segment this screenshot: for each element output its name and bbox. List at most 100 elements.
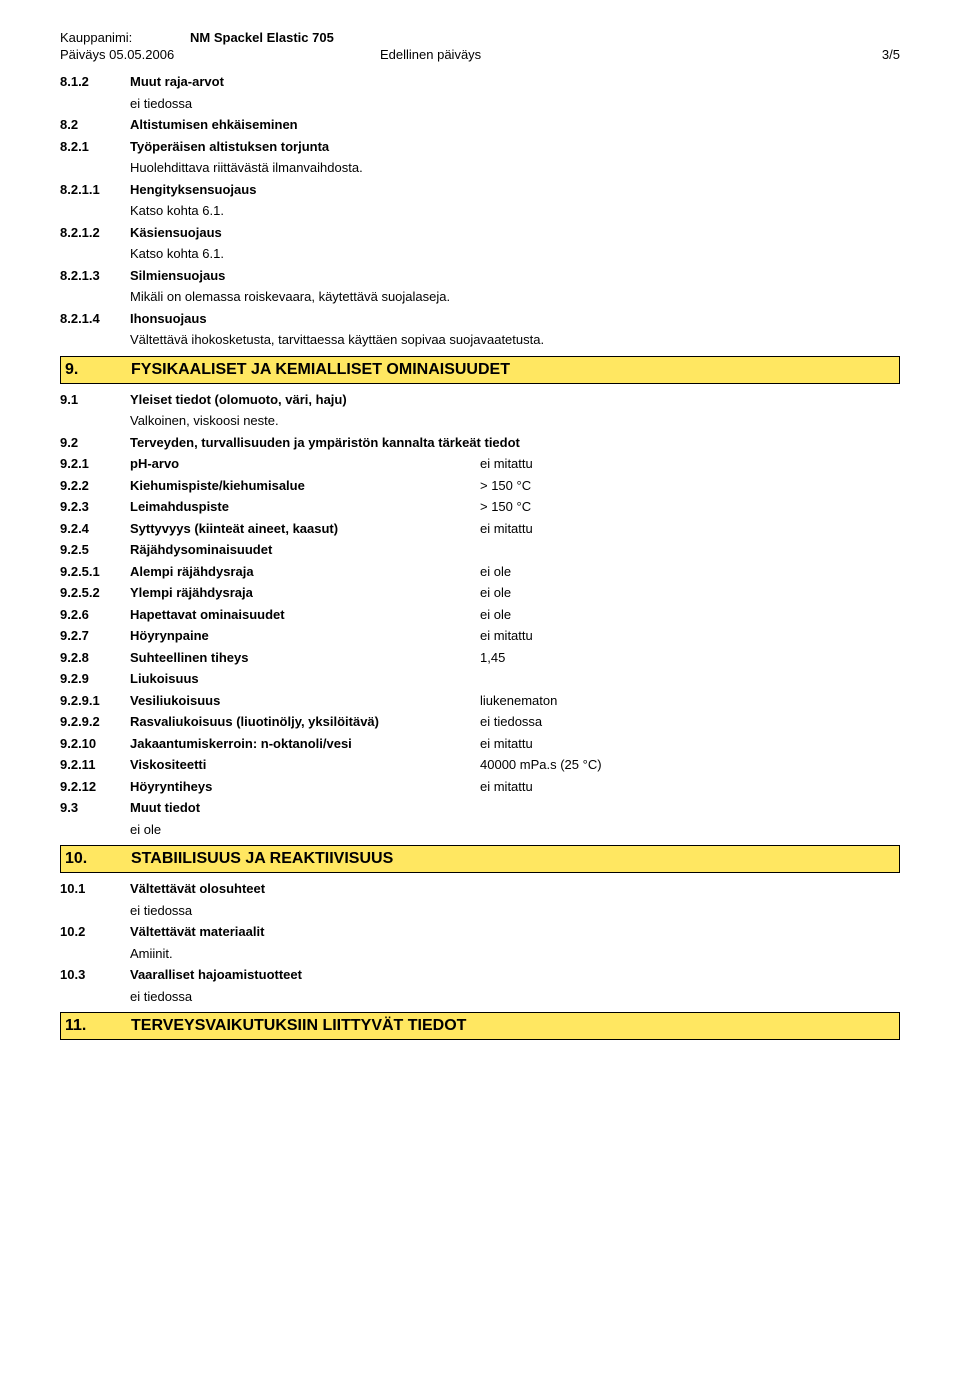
row-label: pH-arvo xyxy=(130,454,480,474)
row-label: Yleiset tiedot (olomuoto, väri, haju) xyxy=(130,390,900,410)
row-number: 9.3 xyxy=(60,798,130,818)
row-value: liukenematon xyxy=(480,691,900,711)
row-number: 9.2.12 xyxy=(60,777,130,797)
row-label: Vesiliukoisuus xyxy=(130,691,480,711)
row-number: 9.1 xyxy=(60,390,130,410)
header-prev-date: Edellinen päiväys xyxy=(380,47,860,62)
row-number: 8.2.1.1 xyxy=(60,180,130,200)
content-row: 10.2Vältettävät materiaalit xyxy=(60,922,900,942)
section-10-num: 10. xyxy=(65,850,131,868)
content-row: Huolehdittava riittävästä ilmanvaihdosta… xyxy=(60,158,900,178)
content-row: 9.2.9.2Rasvaliukoisuus (liuotinöljy, yks… xyxy=(60,712,900,732)
row-number: 8.2 xyxy=(60,115,130,135)
content-row: 9.2.11Viskositeetti40000 mPa.s (25 °C) xyxy=(60,755,900,775)
row-number: 9.2.7 xyxy=(60,626,130,646)
row-label: Ylempi räjähdysraja xyxy=(130,583,480,603)
section-9-title: FYSIKAALISET JA KEMIALLISET OMINAISUUDET xyxy=(131,361,510,379)
row-value: > 150 °C xyxy=(480,476,900,496)
row-text: Vältettävä ihokosketusta, tarvittaessa k… xyxy=(60,330,544,350)
page-container: Kauppanimi: NM Spackel Elastic 705 Päivä… xyxy=(0,0,960,1076)
section-11-title: TERVEYSVAIKUTUKSIIN LIITTYVÄT TIEDOT xyxy=(131,1017,466,1035)
row-value: ei mitattu xyxy=(480,626,900,646)
row-valuecol: pH-arvoei mitattu xyxy=(130,454,900,474)
row-label: Hengityksensuojaus xyxy=(130,180,900,200)
row-number: 9.2.9 xyxy=(60,669,130,689)
content-row: Valkoinen, viskoosi neste. xyxy=(60,411,900,431)
row-number: 8.2.1.4 xyxy=(60,309,130,329)
header-tradename-label: Kauppanimi: xyxy=(60,30,190,45)
row-value: ei ole xyxy=(480,583,900,603)
row-label: Muut tiedot xyxy=(130,798,900,818)
content-row: ei tiedossa xyxy=(60,94,900,114)
row-valuecol: Jakaantumiskerroin: n-oktanoli/vesiei mi… xyxy=(130,734,900,754)
content-row: 9.2.5Räjähdysominaisuudet xyxy=(60,540,900,560)
row-label: Työperäisen altistuksen torjunta xyxy=(130,137,900,157)
content-row: Vältettävä ihokosketusta, tarvittaessa k… xyxy=(60,330,900,350)
header-tradename-row: Kauppanimi: NM Spackel Elastic 705 xyxy=(60,30,900,45)
row-number: 9.2.1 xyxy=(60,454,130,474)
section-9-num: 9. xyxy=(65,361,131,379)
row-label: Muut raja-arvot xyxy=(130,72,900,92)
content-row: Mikäli on olemassa roiskevaara, käytettä… xyxy=(60,287,900,307)
section8-body: 8.1.2Muut raja-arvotei tiedossa8.2Altist… xyxy=(60,72,900,350)
content-row: 9.2.4Syttyvyys (kiinteät aineet, kaasut)… xyxy=(60,519,900,539)
content-row: 8.2.1.3Silmiensuojaus xyxy=(60,266,900,286)
row-valuecol: Leimahduspiste> 150 °C xyxy=(130,497,900,517)
content-row: Katso kohta 6.1. xyxy=(60,244,900,264)
row-label: Terveyden, turvallisuuden ja ympäristön … xyxy=(130,433,900,453)
row-number: 8.2.1 xyxy=(60,137,130,157)
row-label: Vältettävät olosuhteet xyxy=(130,879,900,899)
section-11-num: 11. xyxy=(65,1017,131,1035)
row-label: Silmiensuojaus xyxy=(130,266,900,286)
content-row: ei ole xyxy=(60,820,900,840)
row-label: Vaaralliset hajoamistuotteet xyxy=(130,965,900,985)
section10-body: 10.1Vältettävät olosuhteetei tiedossa10.… xyxy=(60,879,900,1006)
row-number: 9.2.9.1 xyxy=(60,691,130,711)
row-valuecol: Ylempi räjähdysrajaei ole xyxy=(130,583,900,603)
content-row: 8.2Altistumisen ehkäiseminen xyxy=(60,115,900,135)
row-label: Ihonsuojaus xyxy=(130,309,900,329)
row-number: 9.2 xyxy=(60,433,130,453)
row-number: 8.1.2 xyxy=(60,72,130,92)
row-valuecol: Viskositeetti40000 mPa.s (25 °C) xyxy=(130,755,900,775)
content-row: 9.1Yleiset tiedot (olomuoto, väri, haju) xyxy=(60,390,900,410)
content-row: ei tiedossa xyxy=(60,901,900,921)
section-11-bar: 11. TERVEYSVAIKUTUKSIIN LIITTYVÄT TIEDOT xyxy=(60,1012,900,1040)
content-row: 8.2.1.2Käsiensuojaus xyxy=(60,223,900,243)
row-valuecol: Vesiliukoisuusliukenematon xyxy=(130,691,900,711)
row-valuecol: Kiehumispiste/kiehumisalue> 150 °C xyxy=(130,476,900,496)
row-text: Huolehdittava riittävästä ilmanvaihdosta… xyxy=(60,158,363,178)
content-row: 9.2.9.1Vesiliukoisuusliukenematon xyxy=(60,691,900,711)
section9-body: 9.1Yleiset tiedot (olomuoto, väri, haju)… xyxy=(60,390,900,840)
row-text: ei tiedossa xyxy=(60,901,192,921)
row-text: ei ole xyxy=(60,820,161,840)
row-valuecol: Alempi räjähdysrajaei ole xyxy=(130,562,900,582)
row-number: 9.2.5.2 xyxy=(60,583,130,603)
row-value: ei mitattu xyxy=(480,777,900,797)
row-label: Höyrynpaine xyxy=(130,626,480,646)
row-number: 10.1 xyxy=(60,879,130,899)
row-valuecol: Hapettavat ominaisuudetei ole xyxy=(130,605,900,625)
content-row: 8.1.2Muut raja-arvot xyxy=(60,72,900,92)
row-text: Mikäli on olemassa roiskevaara, käytettä… xyxy=(60,287,450,307)
content-row: 9.2.10Jakaantumiskerroin: n-oktanoli/ves… xyxy=(60,734,900,754)
content-row: 9.2.5.1Alempi räjähdysrajaei ole xyxy=(60,562,900,582)
content-row: 9.2.6Hapettavat ominaisuudetei ole xyxy=(60,605,900,625)
row-label: Hapettavat ominaisuudet xyxy=(130,605,480,625)
row-number: 9.2.2 xyxy=(60,476,130,496)
row-number: 9.2.5.1 xyxy=(60,562,130,582)
content-row: 10.3Vaaralliset hajoamistuotteet xyxy=(60,965,900,985)
content-row: 9.2.1pH-arvoei mitattu xyxy=(60,454,900,474)
row-value: ei mitattu xyxy=(480,519,900,539)
row-value: > 150 °C xyxy=(480,497,900,517)
content-row: 8.2.1.4Ihonsuojaus xyxy=(60,309,900,329)
row-number: 9.2.10 xyxy=(60,734,130,754)
content-row: Amiinit. xyxy=(60,944,900,964)
row-valuecol: Rasvaliukoisuus (liuotinöljy, yksilöitäv… xyxy=(130,712,900,732)
row-number: 8.2.1.3 xyxy=(60,266,130,286)
content-row: 9.2Terveyden, turvallisuuden ja ympärist… xyxy=(60,433,900,453)
row-label: Kiehumispiste/kiehumisalue xyxy=(130,476,480,496)
content-row: 9.2.5.2Ylempi räjähdysrajaei ole xyxy=(60,583,900,603)
row-label: Liukoisuus xyxy=(130,669,900,689)
row-number: 8.2.1.2 xyxy=(60,223,130,243)
